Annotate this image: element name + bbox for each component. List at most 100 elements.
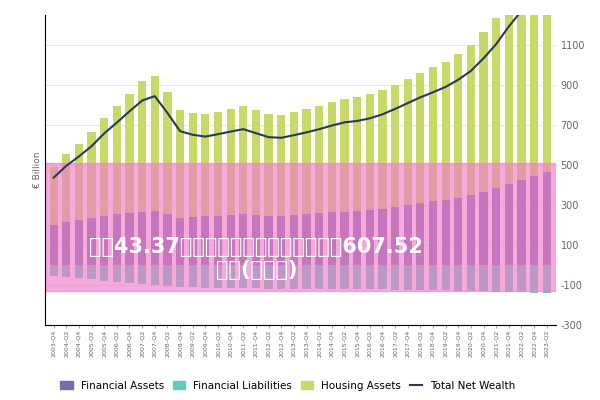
Bar <box>404 205 412 265</box>
Bar <box>252 265 260 288</box>
Bar <box>505 265 513 292</box>
Bar <box>201 265 209 288</box>
Bar <box>62 265 70 277</box>
Bar <box>100 216 109 265</box>
Text: 下周43.37亿股限售股解禁，解禁市值达607.52
亿元(附名单): 下周43.37亿股限售股解禁，解禁市值达607.52 亿元(附名单) <box>89 237 423 280</box>
Bar <box>227 265 235 288</box>
Bar <box>265 265 273 289</box>
Bar <box>290 112 298 215</box>
Bar <box>163 92 172 214</box>
Bar <box>442 265 450 290</box>
Bar <box>252 110 260 215</box>
Bar <box>176 265 184 287</box>
Bar <box>454 265 463 291</box>
Bar <box>188 265 197 288</box>
Bar <box>45 163 556 292</box>
Bar <box>542 172 551 265</box>
Bar <box>302 214 311 265</box>
Bar <box>442 62 450 200</box>
Bar <box>50 225 58 265</box>
Bar <box>151 265 159 285</box>
Bar <box>353 97 361 211</box>
Bar <box>302 265 311 289</box>
Bar <box>214 216 222 265</box>
Bar <box>214 265 222 288</box>
Bar <box>391 207 399 265</box>
Legend: Financial Assets, Financial Liabilities, Housing Assets, Total Net Wealth: Financial Assets, Financial Liabilities,… <box>56 376 520 395</box>
Bar <box>239 214 247 265</box>
Bar <box>442 200 450 265</box>
Bar <box>328 212 336 265</box>
Bar <box>542 265 551 294</box>
Bar <box>188 113 197 217</box>
Bar <box>517 180 526 265</box>
Bar <box>416 265 424 290</box>
Bar <box>265 114 273 216</box>
Bar <box>290 215 298 265</box>
Bar <box>201 216 209 265</box>
Bar <box>188 217 197 265</box>
Bar <box>429 68 437 201</box>
Bar <box>378 209 386 265</box>
Bar <box>62 154 70 222</box>
Bar <box>454 198 463 265</box>
Bar <box>429 265 437 290</box>
Bar <box>227 215 235 265</box>
Bar <box>100 118 109 216</box>
Bar <box>530 265 538 293</box>
Bar <box>176 218 184 265</box>
Bar <box>365 210 374 265</box>
Bar <box>252 215 260 265</box>
Bar <box>479 192 488 265</box>
Bar <box>277 114 286 216</box>
Bar <box>163 265 172 286</box>
Bar <box>340 98 349 212</box>
Bar <box>138 212 146 265</box>
Bar <box>378 90 386 209</box>
Bar <box>151 211 159 265</box>
Bar <box>113 265 121 282</box>
Bar <box>277 216 286 265</box>
Bar <box>467 195 475 265</box>
Bar <box>75 265 83 278</box>
Bar <box>378 265 386 290</box>
Bar <box>176 110 184 218</box>
Bar <box>353 265 361 289</box>
Bar <box>505 0 513 184</box>
Bar <box>88 132 95 218</box>
Bar <box>138 265 146 284</box>
Bar <box>530 0 538 176</box>
Bar <box>201 114 209 216</box>
Bar <box>88 265 95 279</box>
Bar <box>365 265 374 290</box>
Bar <box>62 222 70 265</box>
Bar <box>328 102 336 212</box>
Bar <box>75 220 83 265</box>
Bar <box>542 0 551 172</box>
Bar <box>113 106 121 214</box>
Bar <box>163 214 172 265</box>
Bar <box>492 265 500 292</box>
Bar <box>75 144 83 220</box>
Bar <box>404 265 412 290</box>
Bar <box>505 184 513 265</box>
Bar <box>277 265 286 289</box>
Bar <box>214 112 222 216</box>
Bar <box>467 46 475 195</box>
Y-axis label: € Billion: € Billion <box>33 152 42 188</box>
Bar <box>302 109 311 214</box>
Bar <box>530 176 538 265</box>
Bar <box>151 76 159 211</box>
Bar <box>227 109 235 215</box>
Bar <box>479 265 488 291</box>
Bar <box>125 265 134 283</box>
Bar <box>138 82 146 212</box>
Bar <box>290 265 298 289</box>
Bar <box>113 214 121 265</box>
Bar <box>517 265 526 292</box>
Bar <box>353 211 361 265</box>
Bar <box>125 94 134 213</box>
Bar <box>404 79 412 205</box>
Bar <box>340 212 349 265</box>
Bar <box>365 94 374 210</box>
